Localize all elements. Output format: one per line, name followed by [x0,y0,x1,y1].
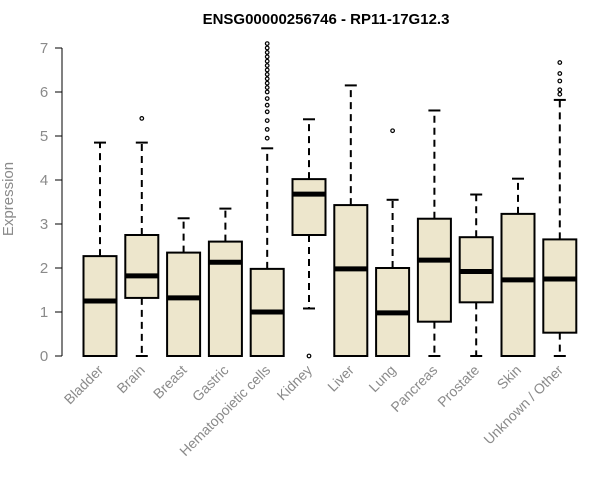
outlier-point [264,54,270,60]
y-axis-ticks: 0 1 2 3 4 5 6 7 [40,40,62,365]
outlier-point [264,80,270,86]
y-tick-label: 7 [40,40,48,57]
y-tick-label: 6 [40,84,48,101]
outlier-point [557,91,563,97]
x-tick-label: Prostate [434,362,482,410]
outlier-point [557,78,563,84]
box-pancreas [416,109,452,357]
outlier-point [264,45,270,51]
outlier-point [264,71,270,77]
outlier-point [264,96,270,101]
box-skin [500,177,536,357]
outlier-point [264,102,270,108]
chart-title: ENSG00000256746 - RP11-17G12.3 [203,11,450,28]
iqr-box [82,255,118,357]
box-hematopoietic-cells [249,41,285,358]
outlier-point [264,126,270,132]
outlier-point [264,118,270,123]
box-gastric [207,207,243,358]
iqr-box [416,217,452,323]
box-prostate [458,193,494,357]
box-kidney [291,118,327,359]
outlier-point [264,109,270,115]
y-tick-label: 3 [40,216,48,233]
outlier-point [306,353,312,359]
outlier-point [390,128,396,134]
outlier-point [264,50,270,55]
y-tick-label: 2 [40,260,48,277]
box-liver [333,84,369,357]
outlier-point [557,60,563,65]
x-tick-label: Unknown / Other [480,362,566,448]
y-tick-label: 5 [40,128,48,145]
box-unknown-other [542,60,578,357]
outlier-point [264,58,270,64]
x-tick-label: Bladder [61,362,107,408]
outlier-point [264,89,270,95]
box-series [82,41,578,359]
iqr-box [124,234,160,299]
x-tick-label: Lung [365,362,398,395]
iqr-box [500,212,536,357]
iqr-box [333,204,369,357]
outlier-point [264,85,270,90]
y-axis-label: Expression [0,162,17,236]
outlier-point [264,135,270,141]
x-tick-label: Liver [324,362,357,395]
outlier-point [264,63,270,68]
x-tick-label: Skin [494,362,525,393]
x-tick-label: Brain [113,362,147,396]
x-tick-label: Breast [150,362,190,402]
outlier-point [264,67,270,73]
outlier-point [264,76,270,82]
outlier-point [264,41,270,46]
box-bladder [82,141,118,357]
y-tick-label: 1 [40,304,48,321]
x-tick-label: Kidney [274,362,316,404]
iqr-box [207,240,243,358]
box-lung [375,128,411,357]
iqr-box [166,251,202,358]
y-tick-label: 0 [40,348,48,365]
outlier-point [557,71,563,76]
outlier-point [139,115,145,121]
iqr-box [291,178,327,236]
box-breast [166,217,202,358]
y-tick-label: 4 [40,172,48,189]
box-brain [124,115,160,357]
iqr-box [542,238,578,334]
outlier-point [557,87,563,93]
